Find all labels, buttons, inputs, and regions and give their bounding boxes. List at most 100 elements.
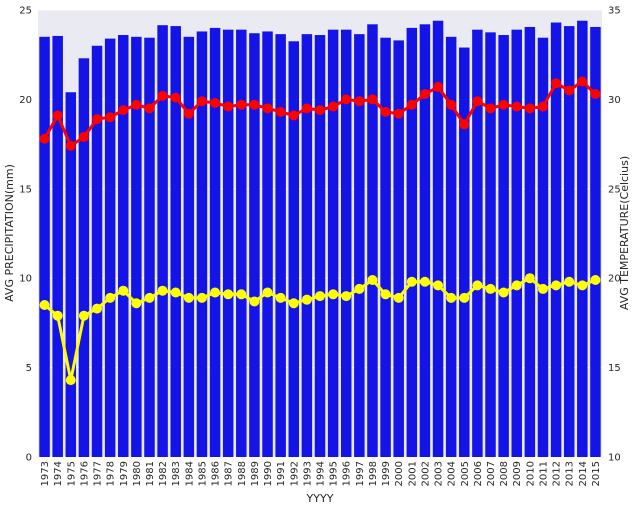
series-0-point-2005 <box>459 119 470 130</box>
series-1-point-1977 <box>92 303 103 314</box>
series-0-point-1988 <box>236 99 247 110</box>
x-tick-1976: 1976 <box>79 461 90 486</box>
x-tick-1992: 1992 <box>289 461 300 486</box>
x-tick-2008: 2008 <box>499 461 510 486</box>
lines <box>39 76 601 386</box>
series-1-point-1981 <box>144 292 155 303</box>
bar-1996 <box>340 29 352 457</box>
bar-1992 <box>288 41 300 457</box>
y2-tick-15: 15 <box>608 363 621 374</box>
bar-2003 <box>432 20 444 458</box>
bar-1997 <box>354 34 365 457</box>
series-0-point-1986 <box>210 97 221 108</box>
series-1-point-2012 <box>551 280 562 291</box>
series-0-point-2010 <box>524 103 535 114</box>
series-0-point-1976 <box>78 131 89 142</box>
bar-2002 <box>419 24 431 457</box>
x-tick-1991: 1991 <box>276 461 287 486</box>
x-tick-1999: 1999 <box>381 461 392 486</box>
x-tick-2001: 2001 <box>407 461 418 486</box>
x-tick-1974: 1974 <box>53 461 64 486</box>
bar-1975 <box>65 92 77 458</box>
series-1-point-1986 <box>210 287 221 298</box>
x-tick-2013: 2013 <box>565 461 576 486</box>
x-tick-1977: 1977 <box>93 461 104 486</box>
x-tick-2000: 2000 <box>394 461 405 486</box>
series-1-point-1988 <box>236 289 247 300</box>
bar-1987 <box>222 29 234 457</box>
x-tick-2002: 2002 <box>420 461 431 486</box>
series-0-point-2001 <box>406 99 417 110</box>
y-tick-15: 15 <box>19 184 32 195</box>
bar-2000 <box>393 40 404 458</box>
y2-tick-25: 25 <box>608 184 621 195</box>
x-tick-2009: 2009 <box>512 461 523 486</box>
series-1-point-1992 <box>288 298 299 309</box>
x-tick-1988: 1988 <box>237 461 248 486</box>
x-axis-label: YYYY <box>306 492 334 505</box>
series-0-point-1993 <box>301 103 312 114</box>
x-tick-1997: 1997 <box>355 461 366 486</box>
series-1-point-1991 <box>275 292 286 303</box>
bar-2008 <box>498 35 509 457</box>
x-tick-1989: 1989 <box>250 461 261 486</box>
x-tick-1996: 1996 <box>342 461 353 486</box>
y2-tick-20: 20 <box>608 274 621 285</box>
series-1-point-1982 <box>157 285 168 296</box>
series-1-point-1994 <box>315 291 325 302</box>
bar-1982 <box>157 25 168 458</box>
x-tick-1980: 1980 <box>132 461 143 486</box>
series-1-point-1993 <box>301 294 312 305</box>
bar-2015 <box>590 26 601 458</box>
series-0-point-2000 <box>393 108 404 119</box>
x-tick-1979: 1979 <box>119 461 130 486</box>
bar-2012 <box>550 22 562 458</box>
series-1-point-1976 <box>78 310 89 321</box>
bar-1985 <box>196 31 208 458</box>
y-tick-25: 25 <box>19 6 32 17</box>
series-1-point-1989 <box>249 296 260 307</box>
x-tick-2014: 2014 <box>578 461 589 486</box>
series-0-point-1978 <box>105 112 116 123</box>
y-tick-20: 20 <box>19 95 32 106</box>
series-0-point-2006 <box>472 96 483 107</box>
bar-1974 <box>52 35 63 458</box>
series-0-point-1981 <box>144 103 155 114</box>
y2-tick-30: 30 <box>608 95 621 106</box>
x-tick-1985: 1985 <box>197 461 208 486</box>
y-axis-label: AVG PRECIPITATION(mm) <box>3 164 16 302</box>
bar-1983 <box>170 26 181 457</box>
series-1-point-2008 <box>498 287 509 298</box>
series-0-point-1985 <box>196 96 207 107</box>
series-0-point-1998 <box>367 94 378 105</box>
left-axis-ticks: 0 5 10 15 20 25 <box>19 6 32 464</box>
series-1-point-1978 <box>105 292 116 303</box>
series-0-point-1983 <box>170 92 181 103</box>
series-0-point-1984 <box>183 108 194 119</box>
x-tick-2011: 2011 <box>538 461 549 486</box>
series-0-point-1980 <box>131 99 142 110</box>
y-tick-10: 10 <box>19 274 32 285</box>
bar-1973 <box>39 36 50 457</box>
bar-2013 <box>563 26 575 457</box>
series-1-point-2000 <box>393 292 404 303</box>
series-0-point-1974 <box>52 110 63 121</box>
series-1-point-1990 <box>262 287 273 298</box>
x-tick-1978: 1978 <box>106 461 117 486</box>
x-tick-1984: 1984 <box>184 461 195 486</box>
bar-1980 <box>131 36 142 457</box>
series-1-point-1974 <box>52 310 63 321</box>
bar-2005 <box>459 47 470 457</box>
bar-2014 <box>577 20 588 458</box>
bar-1976 <box>78 58 90 457</box>
series-0-point-1990 <box>262 103 273 114</box>
x-tick-2003: 2003 <box>434 461 445 486</box>
x-tick-1973: 1973 <box>40 461 51 486</box>
series-0-point-1994 <box>315 105 325 116</box>
bar-1977 <box>91 45 103 457</box>
x-tick-1981: 1981 <box>145 461 156 486</box>
series-1-point-2014 <box>577 280 588 291</box>
series-0-point-1995 <box>328 101 339 112</box>
x-tick-2005: 2005 <box>460 461 471 486</box>
series-1-point-2011 <box>537 283 548 294</box>
